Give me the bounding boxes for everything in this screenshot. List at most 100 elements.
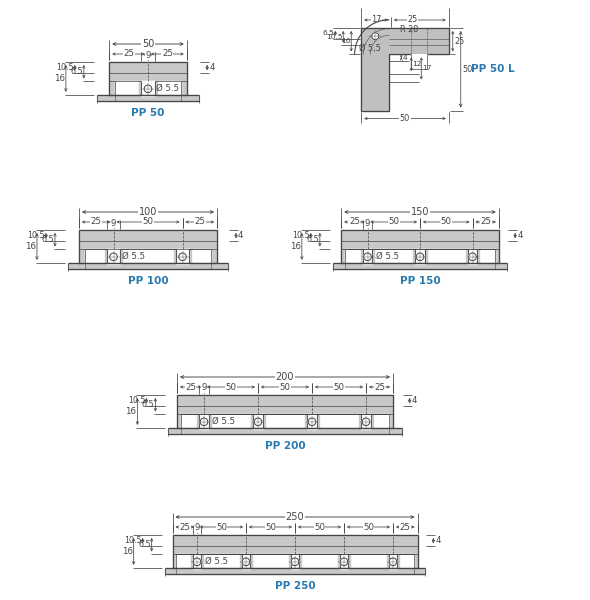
Polygon shape [109, 62, 187, 95]
Polygon shape [250, 554, 253, 568]
Polygon shape [197, 415, 199, 428]
Text: 16: 16 [125, 407, 136, 416]
Polygon shape [386, 554, 389, 568]
Polygon shape [346, 250, 494, 263]
Polygon shape [361, 28, 449, 110]
Text: 4: 4 [517, 231, 523, 240]
Polygon shape [139, 82, 141, 95]
Text: 50: 50 [333, 383, 345, 391]
Polygon shape [97, 95, 199, 101]
Text: R 28: R 28 [399, 25, 418, 34]
Polygon shape [191, 554, 192, 568]
Text: 6.5: 6.5 [306, 235, 319, 244]
Text: 16: 16 [290, 242, 301, 251]
Text: 10.5: 10.5 [28, 231, 45, 240]
Text: 9: 9 [365, 218, 370, 227]
Text: 50: 50 [280, 383, 290, 391]
Text: 25: 25 [400, 523, 411, 532]
Polygon shape [372, 250, 374, 263]
Polygon shape [361, 415, 371, 429]
Polygon shape [425, 250, 427, 263]
Polygon shape [299, 554, 301, 568]
Text: 16: 16 [122, 547, 133, 556]
Text: 10.5: 10.5 [57, 63, 74, 72]
Text: 25: 25 [91, 217, 101, 226]
Text: Ø 5,5: Ø 5,5 [359, 44, 381, 53]
Text: PP 50: PP 50 [132, 108, 165, 118]
Text: PP 100: PP 100 [127, 276, 168, 286]
Text: PP 50 L: PP 50 L [471, 64, 514, 74]
Circle shape [254, 418, 262, 425]
Text: 4: 4 [402, 55, 407, 61]
Text: 6.5: 6.5 [138, 540, 150, 549]
Polygon shape [240, 554, 241, 568]
Circle shape [362, 418, 370, 425]
Circle shape [416, 253, 424, 260]
Polygon shape [289, 554, 291, 568]
Polygon shape [411, 55, 427, 69]
Polygon shape [359, 415, 361, 428]
Text: 16: 16 [54, 74, 65, 83]
Text: 9: 9 [194, 523, 199, 533]
Circle shape [389, 558, 397, 566]
Polygon shape [398, 554, 399, 568]
Text: 100: 100 [139, 207, 157, 217]
Polygon shape [263, 415, 265, 428]
Polygon shape [333, 263, 507, 269]
Polygon shape [189, 250, 191, 263]
Text: Ø 5.5: Ø 5.5 [375, 253, 399, 262]
Text: 50: 50 [463, 65, 473, 74]
Polygon shape [107, 250, 120, 264]
Circle shape [179, 253, 186, 260]
Text: 9: 9 [111, 218, 116, 227]
Text: PP 250: PP 250 [275, 581, 315, 591]
Text: 150: 150 [411, 207, 430, 217]
Text: Ø 5.5: Ø 5.5 [156, 85, 179, 94]
Text: 4: 4 [238, 231, 244, 240]
Text: 25: 25 [179, 523, 190, 532]
Circle shape [193, 558, 201, 566]
Polygon shape [477, 250, 479, 263]
Text: 250: 250 [286, 512, 304, 522]
Polygon shape [165, 568, 425, 574]
Polygon shape [253, 415, 263, 429]
Polygon shape [468, 250, 477, 264]
Text: 9: 9 [201, 383, 206, 392]
Text: 4: 4 [412, 396, 417, 405]
Text: 6.5: 6.5 [142, 400, 155, 409]
Text: 6.5: 6.5 [323, 31, 335, 37]
Polygon shape [201, 554, 204, 568]
Text: 17: 17 [371, 16, 381, 25]
Polygon shape [371, 415, 373, 428]
Text: Ø 5.5: Ø 5.5 [122, 253, 145, 262]
Text: 10.5: 10.5 [293, 231, 310, 240]
Polygon shape [413, 250, 415, 263]
Text: 4: 4 [209, 63, 215, 72]
Text: 9: 9 [145, 50, 150, 59]
Polygon shape [415, 250, 425, 264]
Polygon shape [181, 415, 389, 428]
Polygon shape [241, 554, 250, 569]
Text: 50: 50 [388, 217, 399, 226]
Polygon shape [209, 415, 211, 428]
Polygon shape [177, 395, 393, 428]
Circle shape [372, 32, 379, 40]
Polygon shape [141, 82, 155, 96]
Text: 25: 25 [408, 16, 418, 25]
Polygon shape [155, 82, 157, 95]
Text: 50: 50 [441, 217, 452, 226]
Text: 12: 12 [412, 61, 422, 67]
Polygon shape [251, 415, 253, 428]
Text: 200: 200 [276, 372, 294, 382]
Polygon shape [79, 230, 217, 263]
Text: 25: 25 [374, 383, 385, 391]
Polygon shape [291, 554, 299, 569]
Text: 10.5: 10.5 [128, 396, 145, 405]
Polygon shape [337, 554, 340, 568]
Polygon shape [466, 250, 468, 263]
Text: 25: 25 [123, 49, 134, 58]
Text: 16: 16 [341, 38, 350, 44]
Circle shape [200, 418, 208, 425]
Circle shape [144, 85, 152, 92]
Polygon shape [341, 230, 499, 263]
